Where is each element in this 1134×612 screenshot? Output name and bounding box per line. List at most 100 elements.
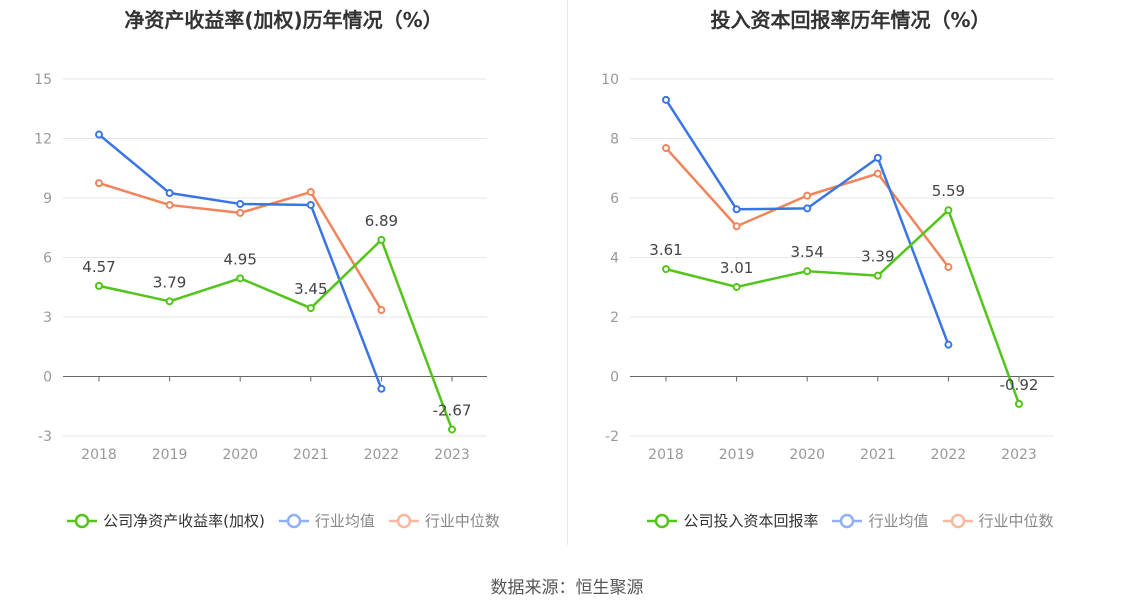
roe-line-chart: -3 0 3 6 9 12 15 2018 2019 2020 2021 2022 2023 4.57 3.… (34, 72, 487, 463)
data-label: 3.54 (790, 243, 823, 261)
data-point-industry-median (95, 179, 103, 188)
legend-label: 行业均值 (314, 512, 375, 530)
data-label: 4.57 (82, 258, 115, 276)
x-tick-label: 2020 (789, 447, 825, 463)
data-point-company (95, 281, 103, 290)
x-tick-label: 2021 (860, 447, 896, 463)
data-label: -2.67 (433, 401, 472, 419)
legend-label: 行业中位数 (978, 512, 1054, 530)
data-label: 3.39 (861, 248, 894, 266)
legend-item-company[interactable]: 公司投入资本回报率 (647, 511, 818, 531)
x-tick-label: 2018 (81, 447, 117, 463)
data-label: -0.92 (1000, 376, 1039, 394)
data-point-industry-avg (732, 205, 741, 214)
x-tick-label: 2021 (293, 447, 329, 463)
data-point-company (377, 235, 386, 244)
data-label: 3.01 (720, 259, 753, 277)
legend-item-industry-median[interactable]: 行业中位数 (942, 511, 1054, 531)
y-tick-label: -3 (38, 429, 52, 445)
y-tick-label: 12 (34, 132, 52, 148)
x-tick-label: 2019 (152, 447, 188, 463)
series-line-company (98, 238, 454, 430)
data-point-company (306, 304, 315, 313)
chart-title: 投入资本回报率历年情况（%） (710, 8, 991, 32)
data-label: 3.45 (294, 280, 327, 298)
y-tick-label: 0 (43, 370, 52, 386)
data-point-industry-avg (873, 153, 882, 162)
data-point-industry-avg (306, 200, 315, 209)
series-line-company (665, 208, 1021, 405)
legend-marker-icon (647, 513, 678, 529)
y-tick-label: 2 (610, 310, 619, 326)
data-point-industry-median (873, 169, 882, 178)
y-tick-label: 6 (43, 251, 52, 267)
data-point-company (803, 267, 812, 276)
data-point-industry-avg (662, 95, 670, 104)
x-tick-label: 2019 (719, 447, 755, 463)
data-label: 6.89 (365, 212, 398, 230)
data-point-industry-avg (236, 199, 245, 208)
data-point-company (662, 265, 670, 274)
legend-label: 行业均值 (868, 512, 929, 530)
legend-marker-icon (832, 513, 863, 529)
legend-item-industry-avg[interactable]: 行业均值 (278, 511, 375, 531)
data-point-industry-avg (377, 384, 386, 393)
legend-marker-icon (942, 513, 973, 529)
y-tick-label: -2 (605, 429, 619, 445)
data-point-industry-median (944, 263, 953, 272)
y-tick-label: 8 (610, 132, 619, 148)
data-label: 5.59 (932, 182, 965, 200)
y-tick-label: 4 (610, 251, 619, 267)
data-point-industry-median (306, 188, 315, 197)
x-tick-label: 2023 (1001, 447, 1037, 463)
data-point-industry-avg (803, 204, 812, 213)
data-point-industry-avg (95, 130, 103, 139)
chart-legend: 公司投入资本回报率 行业均值 行业中位数 (567, 511, 1134, 531)
data-point-company (236, 274, 245, 283)
chart-title: 净资产收益率(加权)历年情况（%） (124, 8, 443, 32)
data-point-industry-median (377, 306, 386, 315)
legend-marker-icon (388, 513, 419, 529)
data-point-industry-avg (165, 189, 174, 198)
chart-legend: 公司净资产收益率(加权) 行业均值 行业中位数 (0, 511, 567, 531)
legend-marker-icon (67, 513, 98, 529)
y-tick-label: 9 (43, 191, 52, 207)
x-tick-label: 2018 (648, 447, 684, 463)
y-tick-label: 15 (34, 72, 52, 88)
panel-divider (567, 0, 568, 545)
legend-item-industry-median[interactable]: 行业中位数 (388, 511, 500, 531)
roic-chart-panel: 投入资本回报率历年情况（%） -2 0 2 4 6 8 10 2018 2019 2020 2021… (567, 0, 1134, 560)
legend-marker-icon (278, 513, 309, 529)
data-point-company (732, 282, 741, 291)
y-tick-label: 10 (601, 72, 619, 88)
data-point-industry-avg (944, 340, 953, 349)
data-label: 4.95 (223, 250, 256, 268)
data-point-company (873, 271, 882, 280)
data-point-company (1015, 399, 1023, 408)
data-point-industry-median (236, 208, 245, 217)
y-tick-label: 6 (610, 191, 619, 207)
data-point-company (165, 297, 174, 306)
data-point-industry-median (165, 200, 174, 209)
legend-label: 公司净资产收益率(加权) (103, 512, 265, 530)
y-tick-label: 0 (610, 370, 619, 386)
x-tick-label: 2022 (364, 447, 400, 463)
roe-chart-panel: 净资产收益率(加权)历年情况（%） -3 0 3 6 9 12 15 2018 2019 2020… (0, 0, 567, 560)
x-tick-label: 2023 (434, 447, 470, 463)
data-label: 3.61 (649, 241, 682, 259)
series-line-industry-avg (664, 99, 950, 346)
legend-item-company[interactable]: 公司净资产收益率(加权) (67, 511, 265, 531)
x-tick-label: 2022 (931, 447, 967, 463)
data-point-industry-median (732, 222, 741, 231)
x-tick-label: 2020 (222, 447, 258, 463)
data-label: 3.79 (153, 273, 186, 291)
data-point-company (944, 206, 953, 215)
data-point-industry-median (803, 191, 812, 200)
legend-item-industry-avg[interactable]: 行业均值 (832, 511, 929, 531)
y-tick-label: 3 (43, 310, 52, 326)
data-source-note: 数据来源：恒生聚源 (490, 578, 644, 598)
legend-label: 行业中位数 (424, 512, 500, 530)
data-point-industry-median (662, 144, 670, 153)
legend-label: 公司投入资本回报率 (683, 512, 819, 530)
roic-line-chart: -2 0 2 4 6 8 10 2018 2019 2020 2021 2022 2023 3.61 3.0… (601, 72, 1054, 463)
